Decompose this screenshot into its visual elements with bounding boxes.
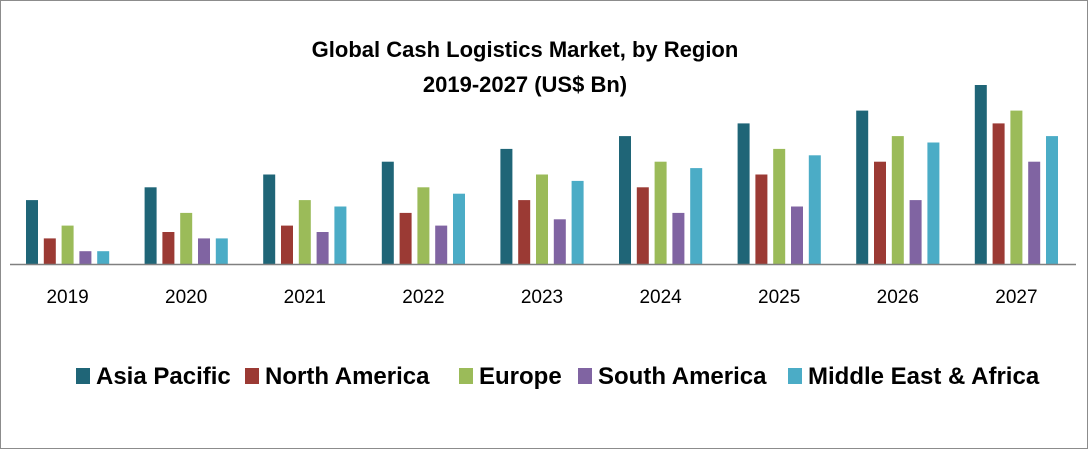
x-tick-label: 2019 bbox=[46, 287, 88, 308]
bar-north-america-2021 bbox=[281, 225, 293, 264]
bar-asia-pacific-2022 bbox=[381, 161, 394, 264]
x-tick-label: 2020 bbox=[165, 287, 207, 308]
bar-middle-east-africa-2026 bbox=[927, 142, 940, 264]
bar-middle-east-africa-2022 bbox=[453, 193, 465, 264]
bar-south-america-2022 bbox=[435, 225, 448, 264]
bar-north-america-2027 bbox=[992, 123, 1005, 265]
bar-asia-pacific-2026 bbox=[856, 110, 869, 264]
bar-asia-pacific-2023 bbox=[500, 148, 513, 264]
bar-middle-east-africa-2023 bbox=[571, 180, 584, 264]
bar-north-america-2025 bbox=[755, 174, 768, 264]
bar-middle-east-africa-2024 bbox=[690, 168, 703, 264]
bar-europe-2019 bbox=[61, 225, 74, 264]
bar-south-america-2023 bbox=[553, 219, 566, 265]
x-tick-label: 2026 bbox=[877, 287, 919, 308]
bar-europe-2027 bbox=[1010, 110, 1023, 264]
bar-europe-2022 bbox=[417, 187, 430, 264]
legend-label: South America bbox=[598, 363, 767, 390]
legend-label: Asia Pacific bbox=[96, 363, 231, 390]
x-tick-label: 2023 bbox=[521, 287, 563, 308]
bar-south-america-2019 bbox=[79, 251, 92, 264]
bar-south-america-2026 bbox=[909, 200, 922, 264]
chart-title: Global Cash Logistics Market, by Region bbox=[312, 37, 739, 62]
x-tick-label: 2022 bbox=[402, 287, 444, 308]
bar-asia-pacific-2027 bbox=[974, 85, 987, 264]
bar-middle-east-africa-2019 bbox=[97, 251, 110, 264]
x-tick-labels: 2019 2020 2021 2022 2023 2024 2025 2026 2027 bbox=[46, 287, 1037, 308]
legend-swatch bbox=[76, 368, 90, 384]
bar-middle-east-africa-2021 bbox=[334, 206, 347, 264]
bar-asia-pacific-2025 bbox=[737, 123, 750, 265]
bar-middle-east-africa-2020 bbox=[215, 238, 228, 264]
bar-south-america-2021 bbox=[316, 232, 329, 264]
bar-middle-east-africa-2025 bbox=[808, 155, 821, 264]
legend-swatch bbox=[245, 368, 259, 384]
bar-north-america-2024 bbox=[636, 187, 649, 264]
bar-europe-2020 bbox=[180, 212, 193, 264]
bar-asia-pacific-2020 bbox=[144, 187, 157, 264]
bar-middle-east-africa-2027 bbox=[1046, 136, 1058, 264]
bar-north-america-2023 bbox=[518, 200, 531, 264]
legend-swatch bbox=[459, 368, 473, 384]
legend-swatch bbox=[788, 368, 802, 384]
bar-south-america-2027 bbox=[1028, 161, 1041, 264]
bar-europe-2026 bbox=[891, 136, 904, 264]
legend-label: North America bbox=[265, 363, 430, 390]
bar-europe-2023 bbox=[536, 174, 548, 264]
x-tick-label: 2024 bbox=[639, 287, 682, 308]
bar-south-america-2020 bbox=[198, 238, 210, 264]
bar-south-america-2025 bbox=[791, 206, 803, 264]
bar-south-america-2024 bbox=[672, 212, 685, 264]
bar-north-america-2019 bbox=[43, 238, 56, 264]
chart-subtitle: 2019-2027 (US$ Bn) bbox=[423, 72, 627, 97]
bar-europe-2025 bbox=[773, 148, 786, 264]
x-tick-label: 2027 bbox=[995, 287, 1037, 308]
bar-north-america-2022 bbox=[399, 212, 412, 264]
bar-asia-pacific-2024 bbox=[619, 136, 631, 264]
x-tick-label: 2021 bbox=[284, 287, 326, 308]
legend-label: Europe bbox=[479, 363, 562, 390]
bars-group bbox=[26, 85, 1058, 265]
bar-europe-2021 bbox=[298, 200, 311, 264]
bar-north-america-2020 bbox=[162, 232, 175, 264]
bar-asia-pacific-2019 bbox=[26, 200, 38, 264]
bar-asia-pacific-2021 bbox=[263, 174, 276, 264]
x-tick-label: 2025 bbox=[758, 287, 800, 308]
bar-europe-2024 bbox=[654, 161, 667, 264]
legend: Asia Pacific North America Europe South Ame… bbox=[76, 363, 1040, 390]
legend-label: Middle East & Africa bbox=[808, 363, 1040, 390]
bar-north-america-2026 bbox=[874, 161, 886, 264]
legend-swatch bbox=[578, 368, 592, 384]
